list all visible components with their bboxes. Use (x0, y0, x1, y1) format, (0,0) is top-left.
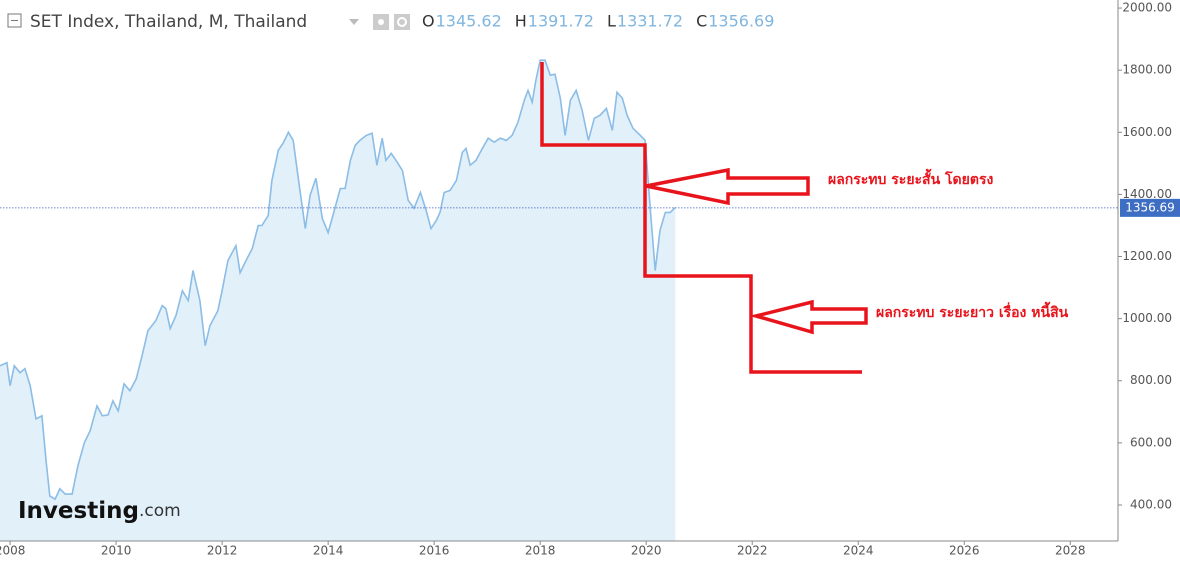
y-tick-label: 1000.00 (1122, 311, 1172, 325)
x-tick-label: 2010 (101, 544, 132, 558)
stat-value: 1356.69 (708, 12, 774, 31)
collapse-button[interactable] (7, 13, 22, 28)
x-tick-label: 2020 (631, 544, 662, 558)
eye-icon-dot (378, 19, 384, 25)
annotation-text: ผลกระทบ ระยะยาว เรื่อง หนี้สิน (876, 301, 1069, 321)
y-tick-label: 2000.00 (1122, 1, 1172, 15)
x-tick-label: 2014 (313, 544, 344, 558)
annotation-stairs (540, 62, 862, 374)
y-tick-label: 1800.00 (1122, 63, 1172, 77)
watermark-brand: Investing (18, 498, 139, 524)
stat-value: 1331.72 (617, 12, 683, 31)
x-tick-label: 2026 (949, 544, 980, 558)
dropdown-arrow[interactable] (349, 19, 359, 25)
header-stats: O 1345.62 H 1391.72 L 1331.72 C 1356.69 (422, 12, 774, 31)
x-tick-label: 2022 (737, 544, 768, 558)
y-tick-label: 1600.00 (1122, 125, 1172, 139)
watermark: Investing.com (18, 498, 181, 524)
watermark-suffix: .com (139, 501, 181, 521)
area (0, 60, 676, 541)
y-tick-label: 400.00 (1130, 497, 1172, 511)
last-price-badge (1120, 198, 1180, 217)
stat-label: H (515, 12, 527, 31)
x-tick-label: 2024 (843, 544, 874, 558)
x-tick-label: 2008 (0, 544, 25, 558)
annotation-arrow (645, 167, 810, 206)
x-tick-label: 2028 (1055, 544, 1086, 558)
chart-title: SET Index, Thailand, M, Thailand (30, 12, 307, 32)
stat-value: 1391.72 (528, 12, 594, 31)
y-tick-label: 800.00 (1130, 373, 1172, 387)
settings-icon-gear (397, 17, 407, 27)
x-tick-label: 2018 (525, 544, 556, 558)
settings-icon[interactable] (394, 14, 410, 30)
annotation-shapes (540, 62, 868, 374)
stat-label: C (696, 12, 707, 31)
plot-area (0, 59, 676, 541)
y-tick-label: 1200.00 (1122, 249, 1172, 263)
x-tick-label: 2012 (207, 544, 238, 558)
stat-label: O (422, 12, 435, 31)
line (0, 59, 676, 501)
y-tick-label: 1400.00 (1122, 187, 1172, 201)
last-price-label: 1356.69 (1125, 200, 1175, 214)
x-tick-label: 2016 (419, 544, 450, 558)
annotation-arrow (749, 299, 868, 335)
annotation-text: ผลกระทบ ระยะสั้น โดยตรง (828, 168, 993, 188)
stat-value: 1345.62 (436, 12, 502, 31)
stat-label: L (607, 12, 616, 31)
y-tick-label: 600.00 (1130, 435, 1172, 449)
